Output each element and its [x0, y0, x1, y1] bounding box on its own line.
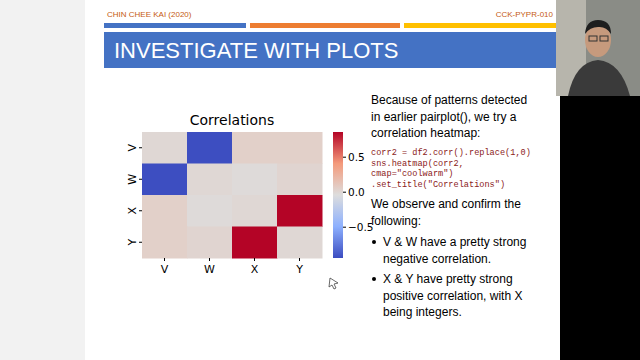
colorbar-tick-label: −0.5 [348, 221, 374, 233]
x-tick [209, 258, 210, 261]
x-tick-label: X [251, 263, 259, 276]
x-tick [254, 258, 255, 261]
bullet-text: X & Y have pretty strong [383, 272, 513, 286]
code-text: cmap="coolwarm") [371, 169, 454, 179]
y-tick [139, 242, 142, 243]
cell [142, 132, 188, 164]
y-tick [139, 179, 142, 180]
webcam-hair [585, 20, 611, 34]
cell [232, 164, 278, 196]
webcam-glasses [600, 36, 608, 41]
bullet-text: V & W have a pretty strong [383, 235, 526, 249]
x-tick-label: W [204, 263, 215, 276]
colorbar-tick-label: 0.0 [348, 186, 365, 198]
cell [277, 195, 323, 227]
x-tick [164, 258, 165, 261]
y-tick [139, 210, 142, 211]
y-tick-label: Y [126, 239, 139, 247]
cell [232, 132, 278, 164]
chart-title: Correlations [190, 112, 275, 128]
author: CHIN CHEE KAI (2020) [107, 10, 192, 19]
code-text: sns.heatmap(corr2, [371, 159, 464, 169]
header-bar [404, 23, 556, 28]
bullet [372, 240, 376, 244]
cell [187, 164, 233, 196]
cell [187, 227, 233, 259]
colorbar-tick [343, 227, 346, 228]
cell [277, 164, 323, 196]
background [0, 0, 640, 360]
cell [187, 195, 233, 227]
slide [85, 0, 560, 360]
y-tick-label: X [126, 207, 139, 215]
cell [142, 164, 188, 196]
colorbar-tick [343, 157, 346, 158]
colorbar-tick [343, 192, 346, 193]
observe-text: following: [371, 214, 421, 228]
cell [142, 227, 188, 259]
webcam-body [568, 60, 630, 96]
x-tick-label: Y [295, 263, 303, 276]
title-bar [104, 32, 556, 68]
y-tick-label: W [126, 174, 139, 185]
cells [142, 132, 323, 259]
webcam [556, 0, 640, 96]
y-tick-label: V [126, 144, 139, 152]
header-bar [250, 23, 400, 28]
slide-title: INVESTIGATE WITH PLOTS [114, 38, 398, 63]
slide-code: CCK-PYPR-010 [496, 10, 554, 19]
x-tick-label: V [161, 263, 169, 276]
cell [232, 195, 278, 227]
observe-text: We observe and confirm the [371, 197, 521, 211]
code-text: .set_title("Correlations") [371, 180, 505, 190]
webcam-glasses [589, 36, 597, 41]
cell [277, 132, 323, 164]
bullet-text: being integers. [383, 305, 462, 319]
intro-text: correlation heatmap: [371, 126, 480, 140]
colorbar-tick-label: 0.5 [348, 151, 365, 163]
cursor [329, 278, 338, 289]
y-tick [139, 147, 142, 148]
slide-frame: CHIN CHEE KAI (2020) CCK-PYPR-010 INVESTIG… [0, 0, 640, 360]
colorbar [333, 132, 343, 258]
bullet-text: positive correlation, with X [383, 289, 522, 303]
cell [232, 227, 278, 259]
cell [142, 195, 188, 227]
cell [277, 227, 323, 259]
webcam-bg [556, 0, 640, 96]
code-text: corr2 = df2.corr().replace(1,0) [371, 148, 531, 158]
bullet [372, 277, 376, 281]
x-tick [299, 258, 300, 261]
intro-text: in earlier pairplot(), we try a [371, 110, 517, 124]
header-bar [104, 23, 246, 28]
bullet-text: negative correlation. [383, 252, 491, 266]
intro-text: Because of patterns detected [371, 93, 527, 107]
cell [187, 132, 233, 164]
